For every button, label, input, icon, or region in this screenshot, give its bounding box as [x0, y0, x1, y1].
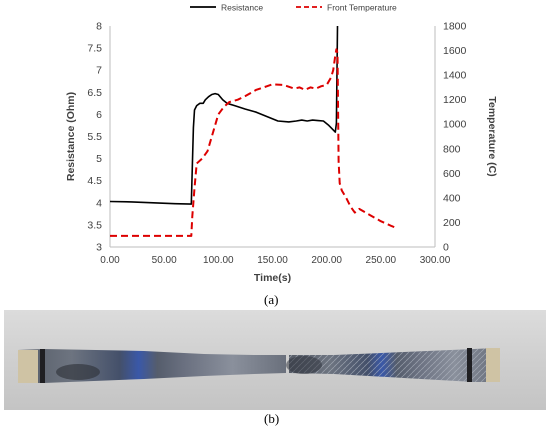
y-left-tick-label: 5 — [96, 153, 102, 165]
y-right-tick-label: 200 — [443, 217, 461, 229]
chart-series-layer — [109, 25, 396, 237]
series-line-resistance — [109, 25, 339, 205]
x-tick-label: 150.00 — [257, 255, 288, 266]
y-right-tick-label: 800 — [443, 143, 461, 155]
burn-mark-center — [286, 356, 322, 374]
x-tick-label: 200.00 — [311, 255, 342, 266]
y-left-tick-label: 4.5 — [87, 175, 102, 187]
chart: 0.00 50.00 100.00 150.00 200.00 250.00 300.00 3… — [65, 3, 498, 285]
y-right-tick-label: 400 — [443, 192, 461, 204]
y-left-tick-label: 6 — [96, 109, 102, 121]
specimen-photo — [4, 310, 546, 410]
y-right-tick-label: 600 — [443, 168, 461, 180]
specimen-tab-left — [18, 350, 38, 383]
y-right-tick-label: 1200 — [443, 94, 467, 106]
caption-a: (a) — [264, 292, 279, 307]
burn-mark — [56, 364, 100, 380]
x-tick-label: 250.00 — [366, 255, 397, 266]
x-tick-label: 100.00 — [203, 255, 234, 266]
x-tick-label: 50.00 — [152, 255, 177, 266]
y-axis-left-title: Resistance (Ohm) — [65, 92, 77, 181]
y-right-tick-label: 0 — [443, 242, 449, 254]
electrode-band-right — [467, 348, 472, 382]
x-tick-label: 0.00 — [100, 255, 120, 266]
x-axis-title: Time(s) — [254, 272, 291, 284]
y-left-tick-label: 8 — [96, 21, 102, 33]
y-left-tick-label: 7 — [96, 65, 102, 77]
y-left-tick-label: 4 — [96, 197, 102, 209]
y-right-tick-label: 1600 — [443, 45, 467, 57]
y-axis-right-title: Temperature (C) — [486, 96, 498, 176]
y-left-tick-label: 5.5 — [87, 131, 102, 143]
chart-axes: 0.00 50.00 100.00 150.00 200.00 250.00 300.00 3… — [65, 21, 498, 285]
y-left-tick-label: 6.5 — [87, 87, 102, 99]
chart-legend: Resistance Front Temperature — [190, 3, 397, 13]
caption-b: (b) — [264, 411, 280, 426]
legend-label: Resistance — [221, 3, 263, 13]
y-left-tick-label: 3 — [96, 242, 102, 254]
y-right-tick-label: 1000 — [443, 119, 467, 131]
y-right-tick-label: 1800 — [443, 21, 467, 33]
y-left-tick-label: 3.5 — [87, 219, 102, 231]
series-line-front-temperature — [110, 48, 396, 237]
x-tick-label: 300.00 — [420, 255, 451, 266]
y-left-tick-label: 7.5 — [87, 43, 102, 55]
specimen-tab-right — [486, 348, 500, 382]
legend-label: Front Temperature — [327, 3, 397, 13]
electrode-band-left — [40, 349, 45, 383]
y-right-tick-label: 1400 — [443, 70, 467, 82]
